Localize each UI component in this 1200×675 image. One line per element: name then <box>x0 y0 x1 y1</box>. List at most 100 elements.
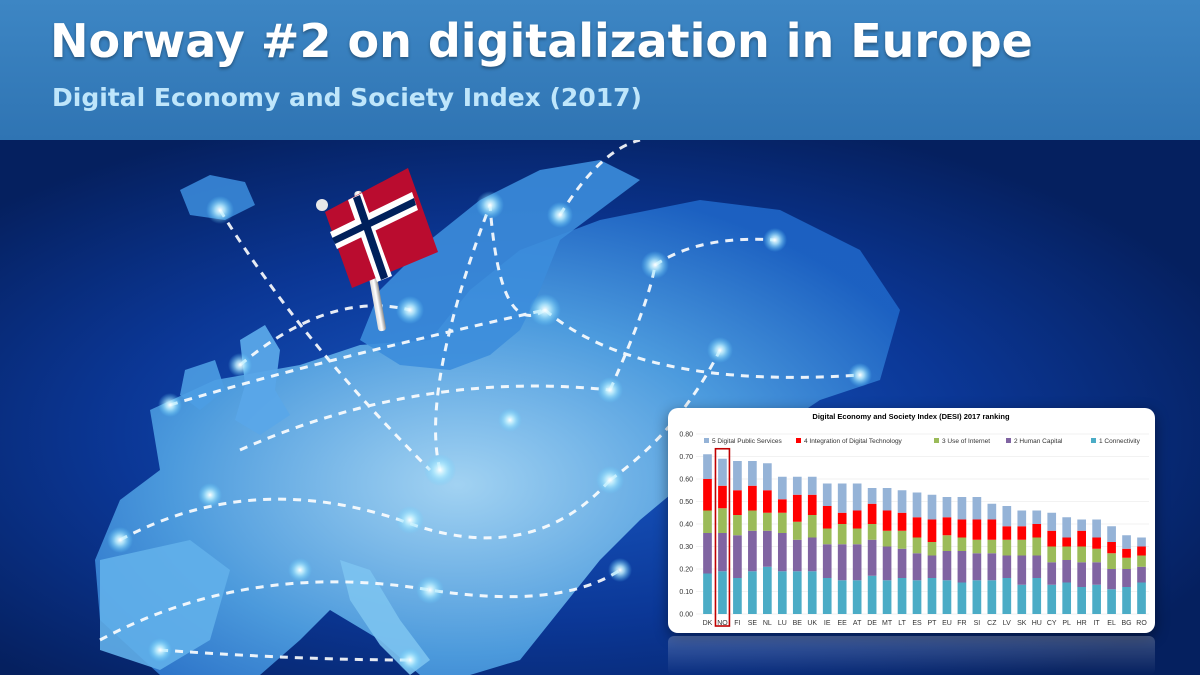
bar-segment <box>972 539 982 554</box>
bar-segment <box>1092 562 1101 585</box>
bar-segment <box>1107 542 1116 554</box>
bar-segment <box>703 479 712 511</box>
y-tick-label: 0.50 <box>679 499 693 506</box>
bar-segment <box>972 519 982 540</box>
bar-segment <box>882 530 892 547</box>
bar-segment <box>942 535 952 551</box>
bar-segment <box>1062 582 1072 614</box>
bar-segment <box>987 539 997 554</box>
x-tick-label: RO <box>1136 620 1147 627</box>
bar-segment <box>912 580 922 614</box>
bar-segment <box>882 510 892 531</box>
bar-segment <box>1062 546 1072 560</box>
bar-segment <box>1002 506 1012 527</box>
bar-segment <box>1092 537 1101 549</box>
header-banner: Norway #2 on digitalization in Europe Di… <box>0 0 1200 140</box>
bar-segment <box>1062 537 1072 547</box>
city-lights <box>107 191 872 672</box>
bar-segment <box>867 524 877 540</box>
bar-segment <box>1002 526 1012 540</box>
bar-segment <box>867 539 877 576</box>
bar-segment <box>1137 566 1146 583</box>
x-tick-label: EU <box>942 620 952 627</box>
bar-segment <box>1077 546 1086 563</box>
bar-segment <box>733 461 742 491</box>
x-tick-label: EL <box>1107 620 1116 627</box>
bar-segment <box>733 578 742 614</box>
chart-legend: 5 Digital Public Services 4 Integration o… <box>704 438 1141 445</box>
bar-segment <box>1017 584 1027 614</box>
bar-segment <box>792 494 802 522</box>
bar-segment <box>763 530 772 567</box>
italy-shape <box>340 560 430 675</box>
bar-segment <box>748 461 757 486</box>
bar-segment <box>1107 526 1116 542</box>
chart-x-axis: DK NO FI SE NL LU BE UK IE EE AT DE MT LT ES PT EU FR SI CZ… <box>703 620 1148 627</box>
x-tick-label: CZ <box>987 620 997 627</box>
bar-segment <box>777 571 787 614</box>
x-tick-label: ES <box>912 620 922 627</box>
bar-segment <box>912 492 922 518</box>
bar-segment <box>987 519 997 540</box>
bar-segment <box>912 517 922 538</box>
bar-segment <box>1122 587 1131 614</box>
bar-segment <box>1047 584 1057 614</box>
bar-segment <box>882 546 892 581</box>
bar-segment <box>703 454 712 479</box>
y-tick-label: 0.60 <box>679 477 693 484</box>
legend-swatch <box>934 438 939 443</box>
bar-segment <box>792 521 802 540</box>
bar-segment <box>942 580 952 614</box>
bar-segment <box>942 517 952 536</box>
bar-segment <box>748 485 757 511</box>
bar-segment <box>718 508 727 533</box>
bar-segment <box>972 580 982 614</box>
bar-segment <box>822 483 832 506</box>
bar-segment <box>1122 535 1131 549</box>
bar-segment <box>1077 587 1086 614</box>
bar-segment <box>852 510 862 529</box>
bar-segment <box>807 515 817 538</box>
bar-segment <box>987 580 997 614</box>
x-tick-label: NL <box>763 620 772 627</box>
chart-bars <box>703 447 1146 627</box>
x-tick-label: CY <box>1047 620 1057 627</box>
x-tick-label: LV <box>1003 620 1011 627</box>
x-tick-label: UK <box>807 620 817 627</box>
bar-segment <box>912 553 922 581</box>
highlight-box <box>714 447 731 627</box>
bar-segment <box>703 510 712 533</box>
chart-reflection <box>668 636 1155 675</box>
x-tick-label: IT <box>1093 620 1100 627</box>
bar-segment <box>882 580 892 614</box>
page-subtitle: Digital Economy and Society Index (2017) <box>52 83 642 112</box>
y-tick-label: 0.80 <box>679 432 693 439</box>
legend-label: 5 Digital Public Services <box>712 438 782 445</box>
bar-segment <box>733 515 742 536</box>
bar-segment <box>1047 546 1057 563</box>
bar-segment <box>897 530 907 549</box>
bar-segment <box>897 548 907 578</box>
bar-segment <box>807 537 817 572</box>
bar-segment <box>703 573 712 614</box>
x-tick-label: BG <box>1121 620 1131 627</box>
bar-segment <box>867 575 877 614</box>
bar-segment <box>852 580 862 614</box>
bar-segment <box>1137 537 1146 547</box>
bar-segment <box>733 490 742 515</box>
bar-segment <box>897 512 907 531</box>
chart-title: Digital Economy and Society Index (DESI)… <box>812 412 1010 421</box>
bar-segment <box>1092 584 1101 614</box>
bar-segment <box>1017 539 1027 556</box>
bar-segment <box>1107 589 1116 614</box>
bar-segment <box>852 544 862 581</box>
bar-segment <box>927 519 937 542</box>
bar-segment <box>807 571 817 614</box>
x-tick-label: PL <box>1062 620 1071 627</box>
x-tick-label: SK <box>1017 620 1027 627</box>
europe-map <box>0 140 1200 675</box>
x-tick-label: EE <box>838 620 848 627</box>
bar-segment <box>987 553 997 581</box>
legend-swatch <box>1091 438 1096 443</box>
bar-segment <box>1032 510 1042 524</box>
